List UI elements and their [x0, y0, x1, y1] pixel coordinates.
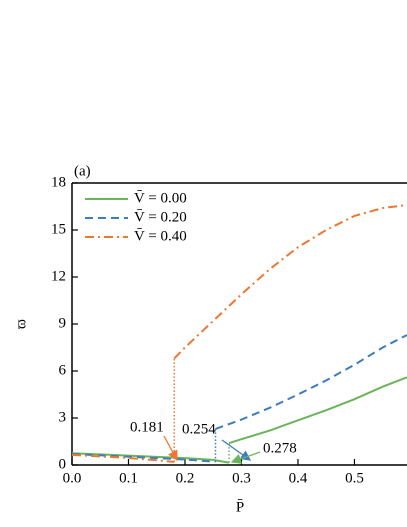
x-tick-label: 0.1 — [119, 470, 138, 486]
x-tick-label: 0.3 — [232, 470, 251, 486]
line — [71, 453, 216, 463]
x-axis-label: P̄ — [236, 499, 244, 515]
y-axis-label: ϖ — [13, 319, 29, 329]
x-tick-label: 0.4 — [289, 470, 308, 486]
panel-label: (a) — [74, 163, 91, 179]
annotation: 0.181 — [130, 419, 164, 435]
legend-label: V̄ = 0.40 — [134, 228, 187, 244]
legend-label: V̄ = 0.00 — [134, 190, 187, 206]
y-tick-label: 9 — [59, 315, 67, 331]
legend-label: V̄ = 0.20 — [134, 209, 187, 225]
y-tick-label: 12 — [51, 268, 66, 284]
y-tick-label: 15 — [51, 221, 66, 237]
x-tick-label: 0.2 — [176, 470, 195, 486]
x-tick-label: 0.0 — [63, 470, 82, 486]
annotation-arrow — [163, 435, 178, 462]
y-tick-label: 3 — [59, 409, 67, 425]
line — [215, 334, 407, 430]
line — [228, 376, 407, 445]
y-tick-label: 18 — [51, 174, 66, 190]
annotation: 0.278 — [263, 440, 297, 456]
annotation: 0.254 — [182, 421, 216, 437]
line — [173, 203, 407, 360]
x-tick-label: 0.5 — [345, 470, 364, 486]
line — [71, 453, 175, 463]
y-tick-label: 6 — [59, 362, 67, 378]
annotation-arrow — [230, 451, 261, 464]
y-tick-label: 0 — [59, 456, 67, 472]
